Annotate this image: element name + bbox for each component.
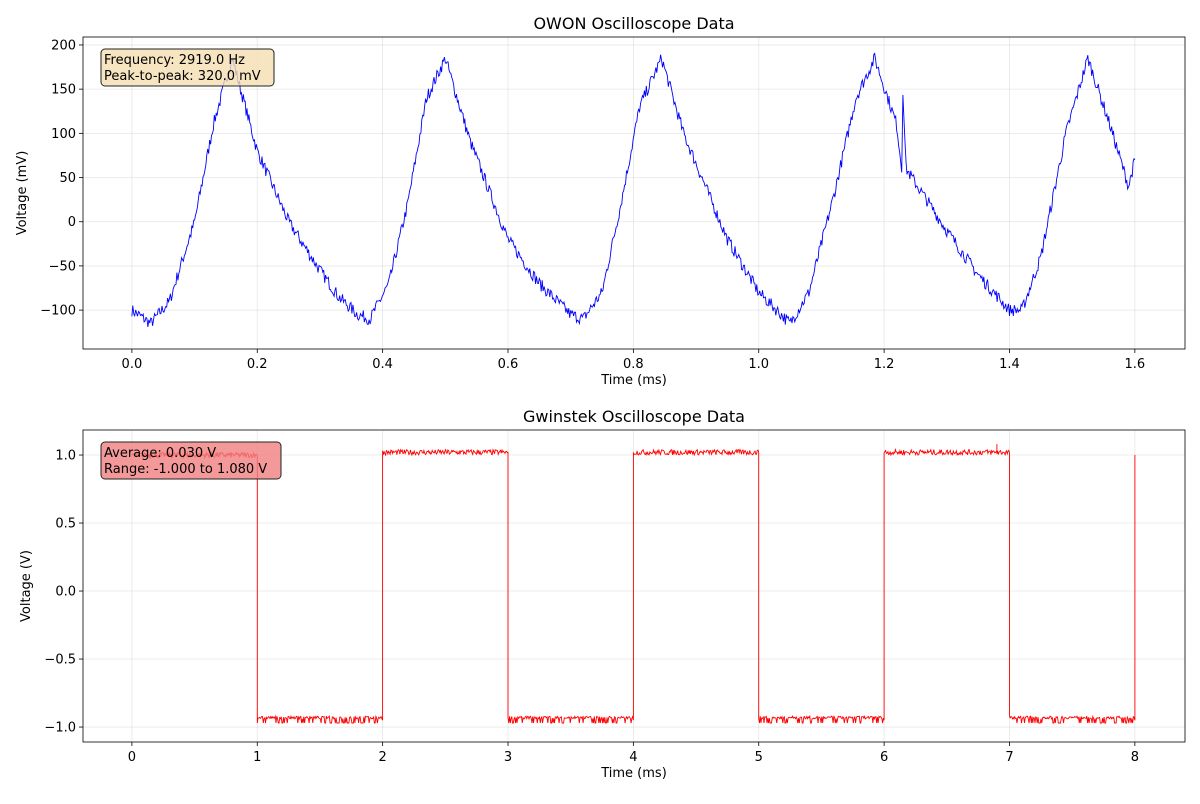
annotation-line: Frequency: 2919.0 Hz	[104, 53, 245, 68]
y-axis-label: Voltage (mV)	[15, 151, 30, 236]
y-tick-label: −0.5	[44, 653, 76, 668]
x-tick-label: 8	[1131, 750, 1139, 765]
axes-frame	[82, 36, 1186, 350]
y-tick-label: 0.5	[55, 517, 76, 532]
x-tick-label: 1.2	[874, 357, 895, 372]
annotation-line: Peak-to-peak: 320.0 mV	[104, 69, 261, 84]
chart-2: 0 1 2 3 4 5 6 7 8 −1.0 −0.5 0.0 0.5 1.0 Gwinstek Oscil…	[19, 407, 1186, 781]
x-tick-label: 0.6	[498, 357, 519, 372]
y-tick-label: 50	[59, 171, 76, 186]
x-tick-label: 7	[1005, 750, 1013, 765]
x-tick-label: 0.4	[372, 357, 393, 372]
x-tick-label: 1.6	[1125, 357, 1146, 372]
x-tick-label: 1.4	[999, 357, 1020, 372]
x-tick-label: 5	[755, 750, 763, 765]
y-tick-label: 200	[51, 38, 76, 53]
x-tick-label: 3	[504, 750, 512, 765]
x-tick-label: 2	[378, 750, 386, 765]
y-tick-label: 100	[51, 127, 76, 142]
x-tick-label: 0.2	[247, 357, 268, 372]
y-axis-label: Voltage (V)	[19, 550, 34, 622]
x-tick-label: 1.0	[748, 357, 769, 372]
x-tick-label: 0.8	[623, 357, 644, 372]
chart-title: Gwinstek Oscilloscope Data	[523, 407, 745, 426]
plot-area	[83, 430, 1185, 742]
y-tick-label: 150	[51, 83, 76, 98]
series-group	[131, 52, 1136, 327]
x-tick-label: 0.0	[122, 357, 143, 372]
annotation-box	[100, 441, 282, 480]
series-group	[131, 444, 1136, 724]
y-tick-label: 1.0	[55, 449, 76, 464]
chart-title: OWON Oscilloscope Data	[533, 14, 734, 33]
y-tick-label: −1.0	[44, 721, 76, 736]
data-line	[131, 444, 1136, 724]
plot-area	[83, 37, 1185, 349]
annotation-box	[100, 48, 275, 87]
x-axis-label: Time (ms)	[600, 373, 667, 388]
annotation-line: Average: 0.030 V	[104, 446, 216, 461]
y-tick-label: 0	[68, 215, 76, 230]
axes-frame	[82, 429, 1186, 743]
chart-1: 0.0 0.2 0.4 0.6 0.8 1.0 1.2 1.4 1.6 −100 −50 0 50 100…	[15, 14, 1186, 388]
y-tick-label: 0.0	[55, 585, 76, 600]
x-tick-label: 4	[629, 750, 637, 765]
x-tick-label: 6	[880, 750, 888, 765]
x-tick-label: 0	[128, 750, 136, 765]
y-tick-label: −50	[49, 259, 76, 274]
x-axis-label: Time (ms)	[600, 766, 667, 781]
annotation-line: Range: -1.000 to 1.080 V	[104, 462, 267, 477]
y-tick-label: −100	[40, 304, 76, 319]
data-line	[131, 52, 1136, 327]
x-tick-label: 1	[253, 750, 261, 765]
